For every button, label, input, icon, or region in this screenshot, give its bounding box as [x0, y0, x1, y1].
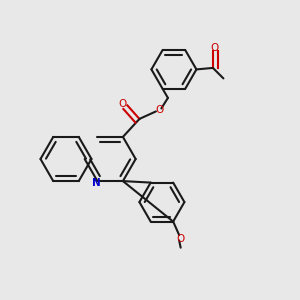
Text: O: O — [156, 105, 164, 115]
Text: O: O — [210, 43, 218, 53]
Text: N: N — [92, 178, 100, 188]
Text: O: O — [176, 234, 184, 244]
Text: O: O — [119, 99, 127, 109]
